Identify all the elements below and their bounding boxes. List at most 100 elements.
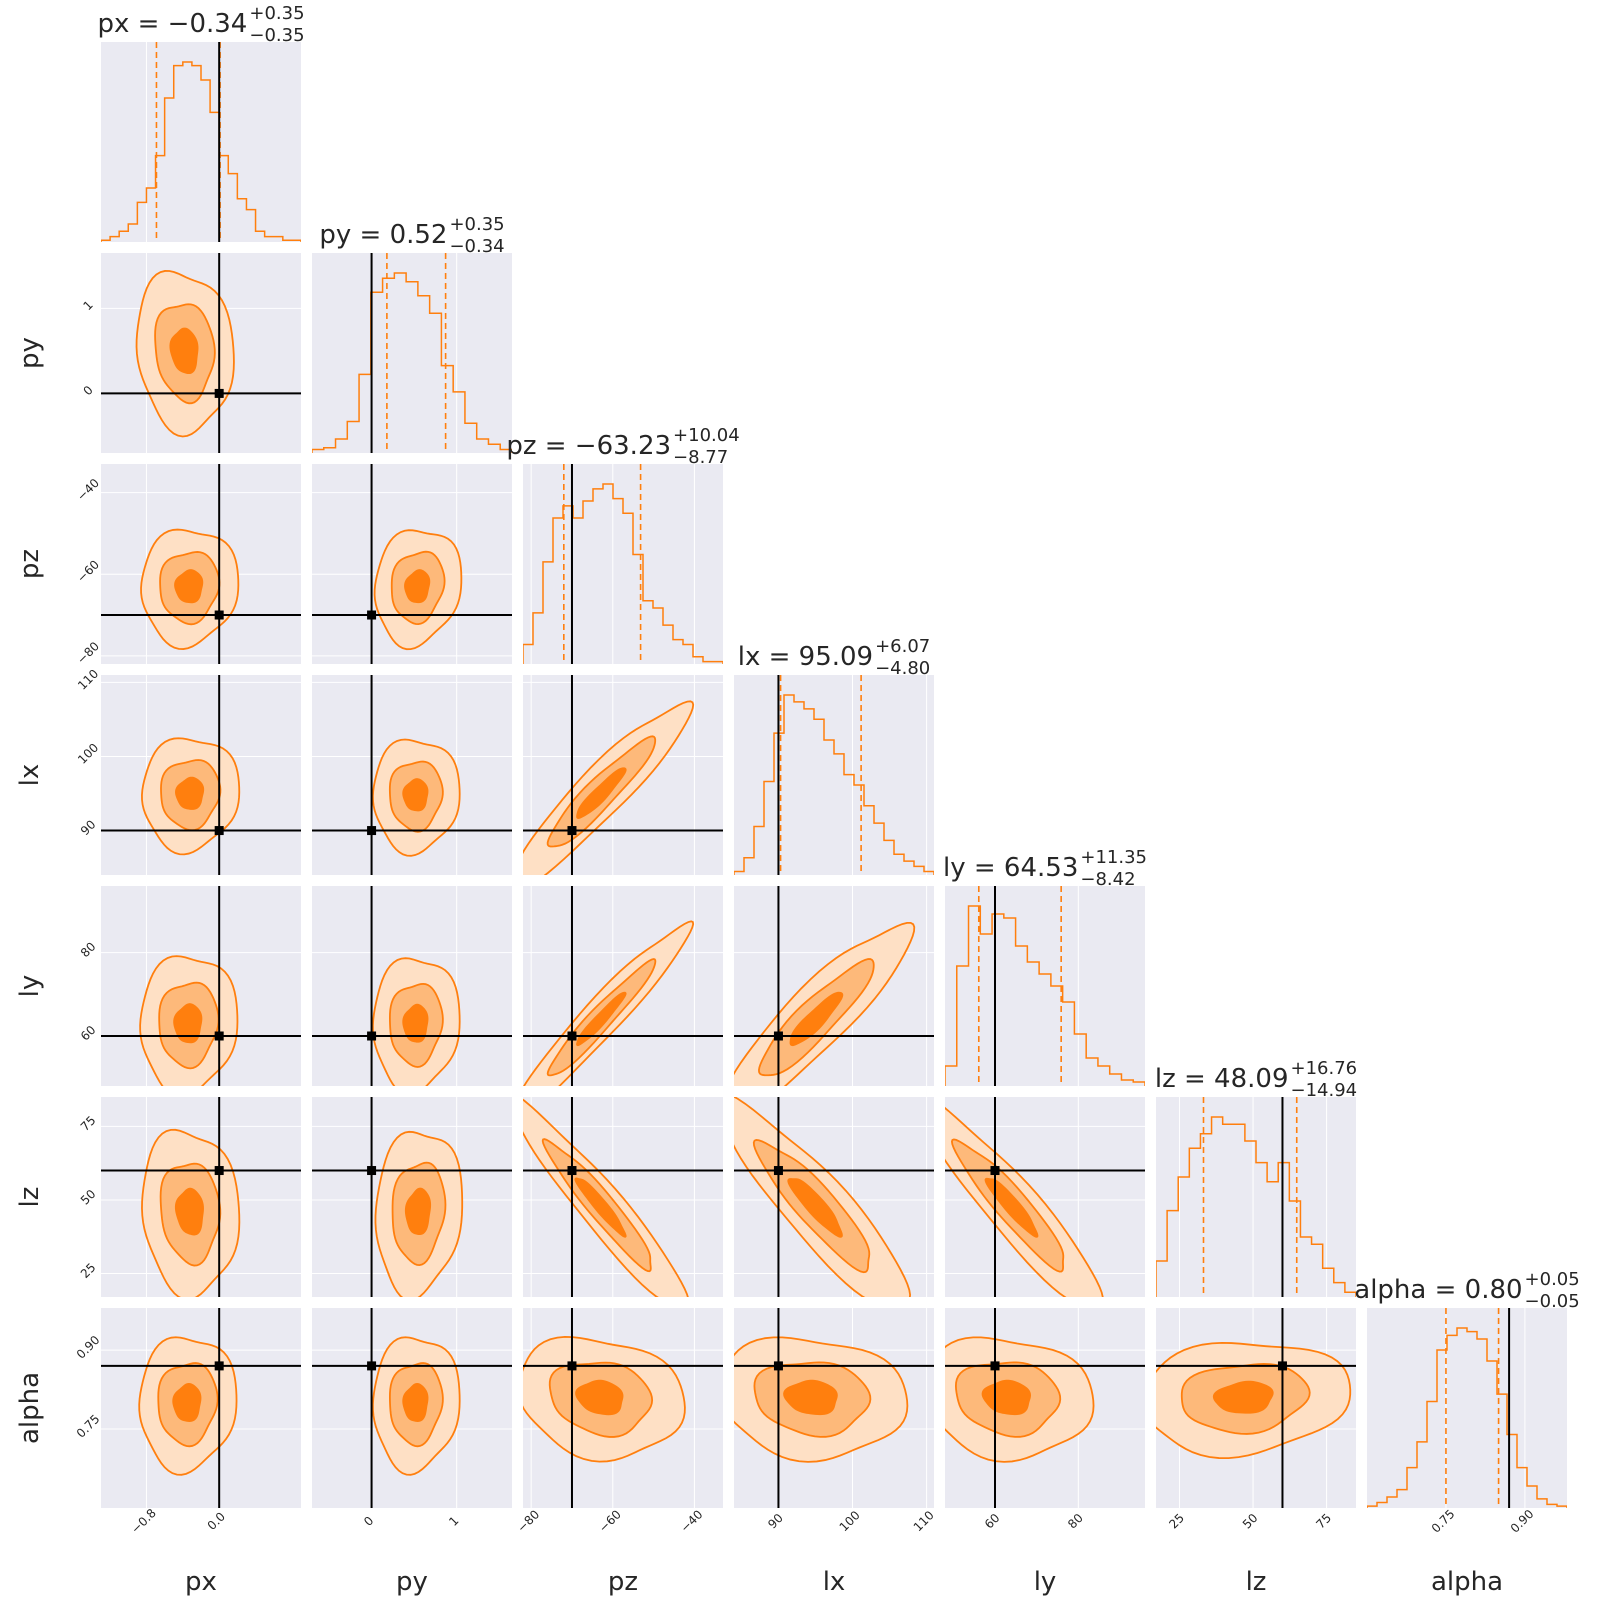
x-tick-label: 100: [837, 1508, 863, 1534]
panel-lz-ly: [945, 1097, 1145, 1297]
y-tick-label: 100: [75, 741, 101, 767]
truth-marker: [214, 1361, 224, 1371]
histogram-lx: [734, 694, 934, 875]
contour-level-3: [175, 776, 205, 810]
panel-content: [312, 1308, 512, 1508]
y-tick-label: 110: [75, 667, 101, 693]
x-tick-label: 0.90: [1508, 1507, 1537, 1536]
truth-marker: [214, 826, 224, 836]
histogram-pz: [523, 483, 723, 664]
y-tick-label: 80: [78, 939, 99, 960]
panel-ly-px: 60 80: [78, 886, 301, 1086]
x-tick-label: 0.0: [205, 1509, 228, 1532]
truth-marker: [773, 1166, 783, 1176]
panel-content: [945, 1308, 1145, 1508]
panel-content: [523, 1308, 723, 1508]
panel-lz-pz: [523, 1097, 723, 1297]
panel-alpha-alpha: 0.75 0.90: [1367, 1308, 1567, 1536]
x-tick-label: −40: [678, 1507, 706, 1535]
contour-level-3: [172, 1382, 202, 1422]
contour-level-3: [574, 1177, 627, 1238]
y-tick-label: 25: [78, 1260, 99, 1281]
panel-alpha-pz: −80 −60 −40: [514, 1308, 723, 1535]
panel-content: [101, 1308, 301, 1508]
panel-content: [312, 1097, 512, 1297]
truth-marker: [367, 1361, 377, 1371]
title-lower-error: −8.77: [673, 447, 728, 468]
histogram-alpha: [1367, 1327, 1567, 1508]
panel-title-px: px = −0.34 +0.35−0.35: [97, 3, 304, 46]
title-value: lz = 48.09: [1155, 1064, 1289, 1094]
title-upper-error: +11.35: [1080, 847, 1147, 868]
panel-content: [1156, 1097, 1356, 1297]
panel-background: [523, 464, 723, 664]
y-tick-label: −60: [74, 557, 102, 585]
panel-px-px: [101, 42, 301, 242]
truth-marker: [214, 1166, 224, 1176]
y-axis-label-pz: pz: [15, 549, 45, 579]
truth-marker: [367, 1031, 377, 1041]
histogram-px: [101, 61, 301, 242]
y-axis-label-py: py: [15, 337, 45, 369]
panel-content: [101, 42, 301, 242]
x-axis-label-ly: ly: [1034, 1567, 1057, 1597]
x-axis-label-alpha: alpha: [1431, 1567, 1503, 1597]
title-lower-error: −14.94: [1291, 1080, 1358, 1101]
y-tick-label: 50: [78, 1187, 99, 1208]
y-axis-label-lz: lz: [15, 1187, 45, 1208]
x-tick-label: −0.8: [128, 1506, 159, 1537]
contour-level-3: [1212, 1380, 1274, 1414]
contour-level-3: [402, 778, 429, 812]
contour-level-3: [575, 1379, 624, 1416]
x-tick-label: 80: [1065, 1511, 1086, 1532]
panel-content: [101, 1097, 301, 1297]
panel-content: [312, 253, 512, 453]
panel-ly-pz: [523, 886, 723, 1086]
y-tick-label: 60: [78, 1023, 99, 1044]
panel-lx-pz: [523, 675, 723, 875]
panel-content: [101, 253, 301, 453]
title-value: px = −0.34: [97, 9, 247, 39]
truth-marker: [367, 610, 377, 620]
panel-title-pz: pz = −63.23 +10.04−8.77: [506, 425, 739, 468]
truth-marker: [567, 826, 577, 836]
x-axis-label-px: px: [185, 1567, 217, 1597]
panel-alpha-ly: 60 80: [945, 1308, 1145, 1532]
panel-content: [101, 464, 301, 664]
x-tick-label: 90: [765, 1511, 786, 1532]
title-upper-error: +10.04: [673, 425, 740, 446]
title-upper-error: +0.05: [1525, 1269, 1580, 1290]
panel-content: [101, 675, 301, 875]
contour-level-3: [404, 569, 431, 604]
title-upper-error: +6.07: [875, 636, 930, 657]
y-tick-label: 90: [78, 817, 99, 838]
title-value: ly = 64.53: [943, 853, 1078, 883]
contour-level-3: [404, 1187, 432, 1235]
panel-ly-lx: [734, 886, 934, 1086]
y-axis-label-alpha: alpha: [15, 1372, 45, 1444]
y-tick-label: 0.75: [74, 1412, 103, 1441]
truth-marker: [367, 1166, 377, 1176]
contour-level-3: [787, 1178, 843, 1238]
title-lower-error: −0.35: [249, 25, 304, 46]
truth-marker: [1277, 1361, 1287, 1371]
x-axis-label-lz: lz: [1246, 1567, 1267, 1597]
x-tick-label: 75: [1313, 1511, 1334, 1532]
truth-marker: [567, 1166, 577, 1176]
panel-lz-py: [312, 1097, 512, 1297]
x-tick-label: −60: [596, 1507, 624, 1535]
x-tick-label: 1: [446, 1514, 461, 1529]
panel-background: [734, 675, 934, 875]
x-tick-label: 0: [361, 1514, 376, 1529]
truth-marker: [367, 826, 377, 836]
panel-content: [312, 886, 512, 1086]
panel-content: [734, 1097, 934, 1297]
y-tick-label: 0.90: [74, 1333, 103, 1362]
truth-marker: [214, 610, 224, 620]
panel-lz-lx: [734, 1097, 934, 1297]
x-tick-label: 60: [982, 1511, 1003, 1532]
panel-content: [312, 464, 512, 664]
y-tick-label: 1: [81, 298, 96, 313]
